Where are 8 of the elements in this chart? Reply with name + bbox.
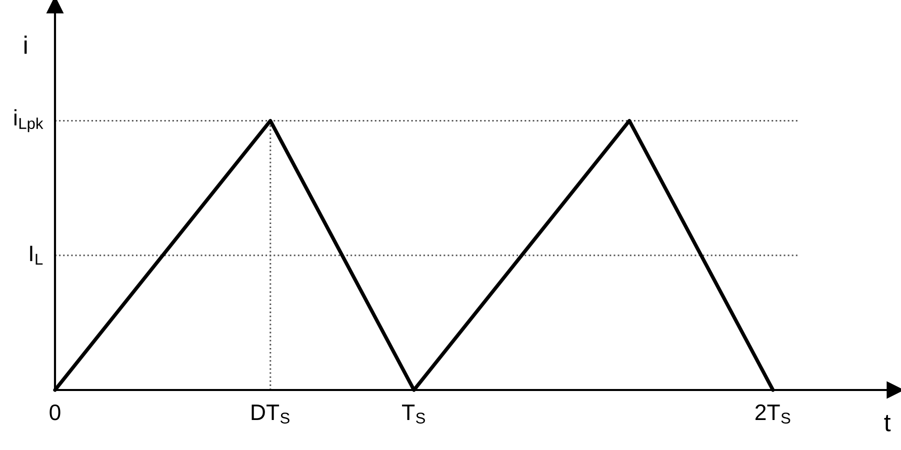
x-tick-label: T$_{S}$ [402,404,425,424]
x-tick-label: 2T$_{S}$ [756,404,790,424]
y-axis-title: i [24,36,27,54]
x-tick-label: DT$_{S}$ [252,404,290,424]
x-tick-label: 0 [50,404,60,420]
series-label: I$_{L}$ [30,246,43,265]
x-axis-title: t [884,415,891,432]
series-label: i$_{Lpk}$ [14,109,44,132]
